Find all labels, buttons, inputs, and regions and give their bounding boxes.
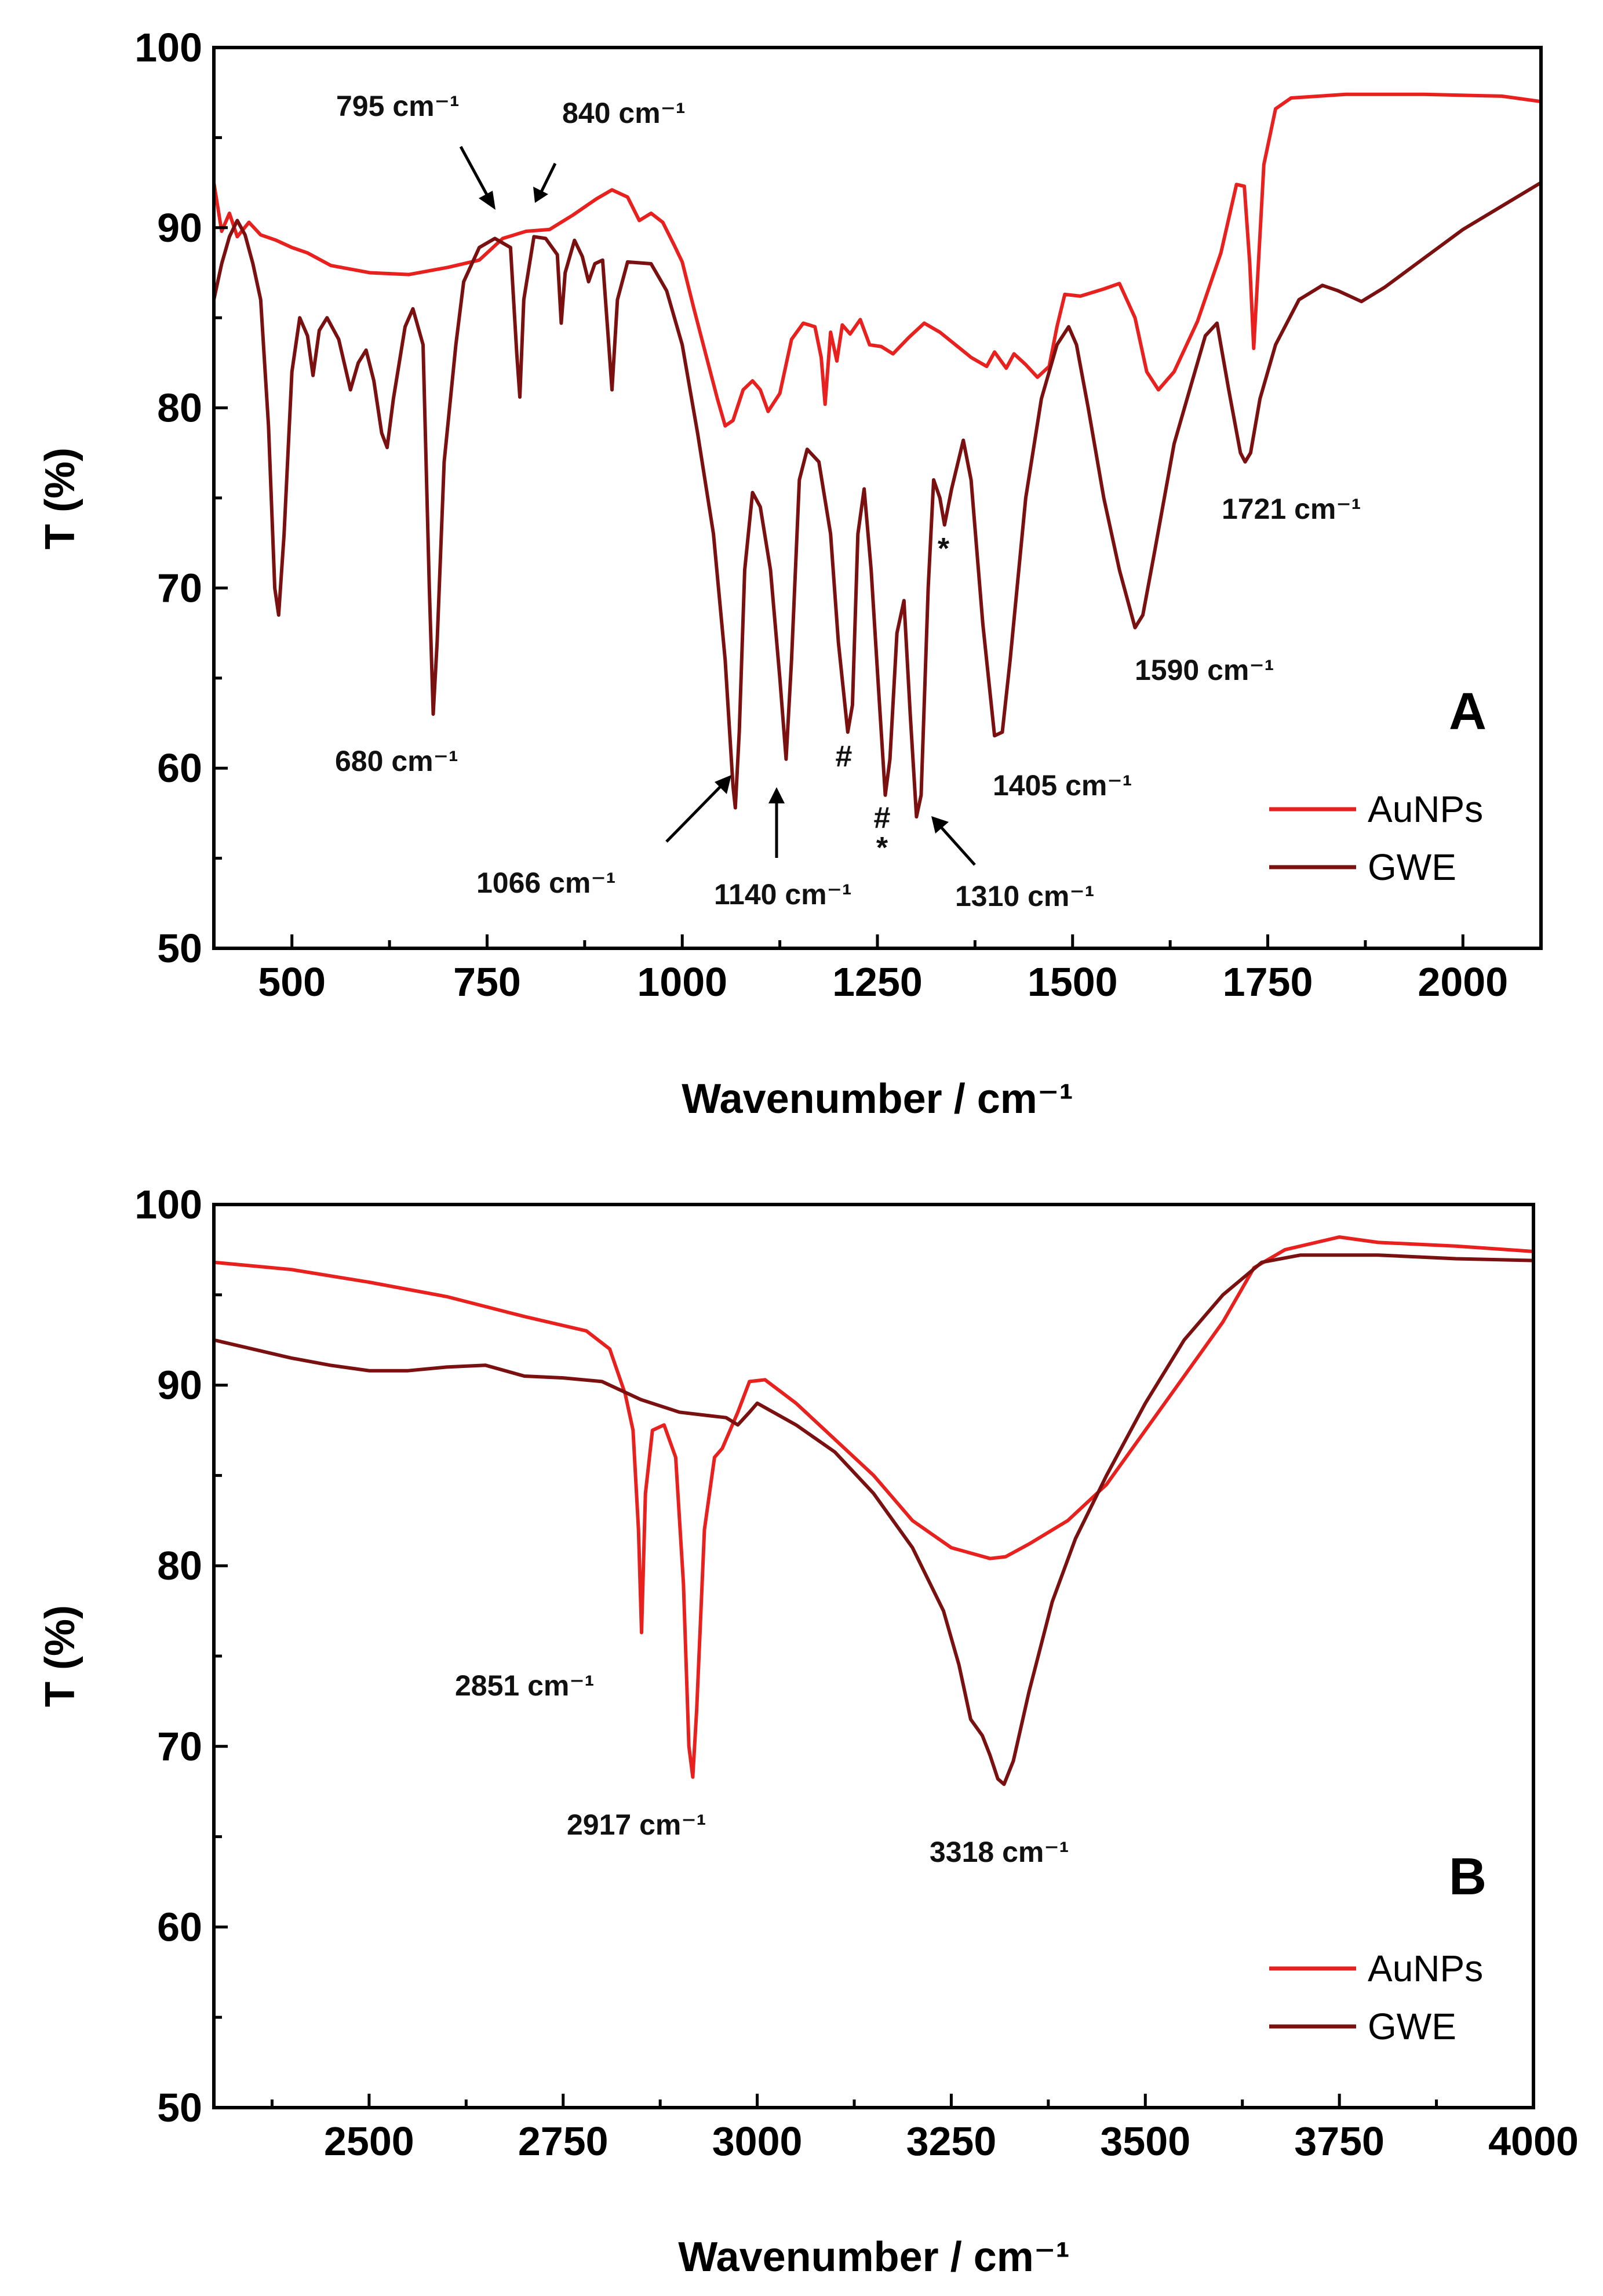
annotation-795: 795 cm⁻¹ [336, 90, 460, 122]
panel-a-x-tick-label-1500: 1500 [1028, 959, 1118, 1005]
annotation-840: 840 cm⁻¹ [562, 97, 686, 129]
panel-a-series-group [212, 92, 1543, 819]
arrow-1066-head [715, 775, 731, 794]
panel-b-x-tick-label-3000: 3000 [712, 2119, 803, 2164]
panel-a-x-tick-label-2000: 2000 [1418, 959, 1508, 1005]
panel-a-y-axis-label: T (%) [37, 447, 83, 550]
panel-b-series-aunps [212, 1235, 1535, 1779]
panel-a-x-axis-label: Wavenumber / cm⁻¹ [682, 1076, 1073, 1122]
marker-star-1336: * [938, 532, 950, 566]
annotation-1140: 1140 cm⁻¹ [714, 878, 852, 911]
panel-b-x-axis-label: Wavenumber / cm⁻¹ [678, 2234, 1070, 2280]
arrow-1310 [939, 825, 976, 866]
arrow-1310-head [931, 816, 949, 834]
legend-b-gwe-label: GWE [1368, 2006, 1456, 2047]
panel-a-y-tick-label-70: 70 [157, 565, 202, 610]
annotation-3318: 3318 cm⁻¹ [930, 1836, 1069, 1868]
panel-a-legend: AuNPs GWE [1269, 788, 1483, 888]
panel-b-series-group [212, 1235, 1535, 1786]
panel-a-x-tick-label-1250: 1250 [832, 959, 923, 1005]
panel-a-y-tick-label-100: 100 [134, 25, 202, 70]
panel-b-x-tick-label-3750: 3750 [1294, 2119, 1385, 2164]
panel-b-x-tick-label-2500: 2500 [324, 2119, 414, 2164]
panel-b-x-tick-label-2750: 2750 [518, 2119, 609, 2164]
panel-a-ticks-group: 500 750 1000 1250 1500 1750 2000 50 60 70 80 90 100 [134, 25, 1508, 1005]
annotation-1310: 1310 cm⁻¹ [955, 880, 1094, 912]
arrow-840-head [533, 187, 548, 203]
panel-a-y-tick-label-50: 50 [157, 926, 202, 971]
panel-a-plot-frame [212, 46, 1543, 950]
panel-a-y-tick-label-80: 80 [157, 385, 202, 431]
panel-a-series-gwe [212, 181, 1543, 819]
panel-b-plot-frame [212, 1203, 1535, 2109]
panel-a-series-aunps [212, 92, 1543, 428]
panel-b-legend: AuNPs GWE [1269, 1948, 1483, 2047]
annotation-680: 680 cm⁻¹ [335, 745, 458, 777]
arrow-795-head [479, 191, 496, 210]
marker-hash-1212: # [836, 740, 852, 773]
marker-hash-1260: # [874, 801, 891, 835]
panel-b-y-tick-label-60: 60 [157, 1904, 202, 1949]
panel-b-y-tick-label-90: 90 [157, 1363, 202, 1408]
marker-star-1260: * [876, 831, 888, 865]
panel-b-label: B [1449, 1848, 1487, 1906]
panel-a-y-tick-label-60: 60 [157, 745, 202, 791]
arrow-1140-head [768, 787, 785, 803]
panel-b-y-tick-label-80: 80 [157, 1543, 202, 1588]
panel-b-y-tick-label-100: 100 [134, 1182, 202, 1227]
panel-a-x-tick-label-1000: 1000 [637, 959, 727, 1005]
annotation-1590: 1590 cm⁻¹ [1135, 654, 1274, 686]
panel-a-x-tick-label-1750: 1750 [1223, 959, 1313, 1005]
legend-a-gwe-label: GWE [1368, 846, 1456, 888]
annotation-1721: 1721 cm⁻¹ [1222, 493, 1361, 525]
panel-a-y-tick-label-90: 90 [157, 205, 202, 250]
annotation-1066: 1066 cm⁻¹ [476, 867, 615, 899]
annotation-2851: 2851 cm⁻¹ [455, 1669, 594, 1702]
panel-b-x-tick-label-3500: 3500 [1100, 2119, 1190, 2164]
panel-b-y-axis-label: T (%) [37, 1605, 83, 1707]
panel-a-x-tick-label-500: 500 [258, 959, 326, 1005]
panel-b-x-tick-label-3250: 3250 [906, 2119, 997, 2164]
panel-b-x-tick-label-4000: 4000 [1488, 2119, 1579, 2164]
panel-b-y-tick-label-50: 50 [157, 2085, 202, 2130]
legend-a-aunps-label: AuNPs [1368, 788, 1483, 830]
arrow-1066 [665, 783, 724, 843]
panel-b-ticks-group: 2500 2750 3000 3250 3500 3750 4000 50 60 70 80 90 10… [134, 1182, 1579, 2164]
annotation-1405: 1405 cm⁻¹ [993, 769, 1132, 802]
panel-a-label: A [1449, 683, 1487, 741]
panel-b-y-tick-label-70: 70 [157, 1724, 202, 1769]
panel-a: 500 750 1000 1250 1500 1750 20005060708090100 … [37, 25, 1543, 1122]
arrow-795 [459, 145, 491, 201]
panel-a-x-tick-label-750: 750 [453, 959, 521, 1005]
annotation-2917: 2917 cm⁻¹ [567, 1809, 706, 1841]
panel-b: 2500 2750 3000 3250 3500 3750 4000 50 60 70 80 90 10… [37, 1182, 1579, 2280]
legend-b-aunps-label: AuNPs [1368, 1948, 1483, 1989]
panel-b-series-gwe [212, 1253, 1535, 1786]
arrow-840 [539, 162, 557, 194]
